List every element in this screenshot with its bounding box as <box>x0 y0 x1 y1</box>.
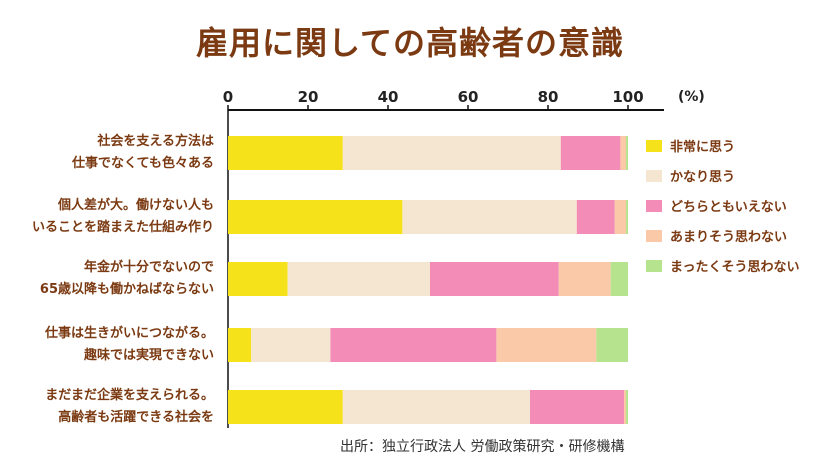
category-label-line: 65歳以降も働かねばならない <box>39 282 214 297</box>
axis-unit-label: (%) <box>678 89 705 105</box>
category-label: 社会を支える方法は仕事でなくても色々ある <box>14 131 214 175</box>
bar-segment <box>330 328 497 362</box>
bar-segment <box>228 328 252 362</box>
category-label-line: 年金が十分でないので <box>83 260 214 275</box>
legend-swatch <box>646 200 662 212</box>
x-tick-label: 100 <box>612 88 644 106</box>
legend-label: かなり思う <box>670 170 736 185</box>
bar-segment <box>596 328 628 362</box>
category-label-line: いることを踏まえた仕組み作り <box>31 220 214 235</box>
bar-segment <box>614 200 626 234</box>
x-tick-label: 0 <box>222 88 234 106</box>
bar-segment <box>228 136 343 170</box>
bar-segment <box>228 390 343 424</box>
x-tick-label: 60 <box>457 88 479 106</box>
bar-segment <box>496 328 597 362</box>
bar-segment <box>560 136 621 170</box>
category-label-line: まだまだ企業を支えられる。 <box>45 388 214 403</box>
legend-label: あまりそう思わない <box>670 230 788 245</box>
chart-title: 雇用に関しての高齢者の意識 <box>195 24 625 62</box>
category-label: まだまだ企業を支えられる。高齢者も活躍できる社会を <box>14 385 214 429</box>
category-label: 年金が十分でないので 65歳以降も働かねばならない <box>14 257 214 301</box>
legend-label: まったくそう思わない <box>670 260 800 275</box>
bar-segment <box>402 200 577 234</box>
bar-segment <box>342 390 530 424</box>
bar-segment <box>530 390 624 424</box>
x-tick-label: 80 <box>537 88 559 106</box>
bar-segment <box>430 262 559 296</box>
category-label-line: 趣味では実現できない <box>83 348 214 363</box>
bar-segment <box>624 390 626 424</box>
bar-segment <box>610 262 628 296</box>
legend-swatch <box>646 260 662 272</box>
category-label-line: 仕事でなくても色々ある <box>72 156 214 171</box>
bar-segment <box>251 328 331 362</box>
category-label: 個人差が大。働けない人もいることを踏まえた仕組み作り <box>14 195 214 239</box>
bar-segment <box>342 136 561 170</box>
bar-segment <box>287 262 430 296</box>
category-label: 仕事は生きがいにつながる。趣味では実現できない <box>14 323 214 367</box>
bar-segment <box>558 262 611 296</box>
category-label-line: 高齢者も活躍できる社会を <box>58 410 214 425</box>
legend-swatch <box>646 230 662 242</box>
bar-segment <box>620 136 626 170</box>
x-tick-label: 20 <box>297 88 319 106</box>
legend-label: 非常に思う <box>670 140 736 155</box>
legend-swatch <box>646 170 662 182</box>
bar-segment <box>228 200 403 234</box>
category-label-line: 仕事は生きがいにつながる。 <box>44 326 214 341</box>
category-label-line: 個人差が大。働けない人も <box>57 198 214 213</box>
bar-segment <box>626 390 628 424</box>
legend-label: どちらともいえない <box>670 200 787 215</box>
bar-segment <box>626 200 628 234</box>
legend-swatch <box>646 140 662 152</box>
source-note: 出所：独立行政法人 労働政策研究・研修機構 <box>340 439 625 455</box>
bar-segment <box>626 136 628 170</box>
x-tick-label: 40 <box>377 88 399 106</box>
category-label-line: 社会を支える方法は <box>97 134 214 149</box>
bar-segment <box>576 200 615 234</box>
bar-segment <box>228 262 288 296</box>
